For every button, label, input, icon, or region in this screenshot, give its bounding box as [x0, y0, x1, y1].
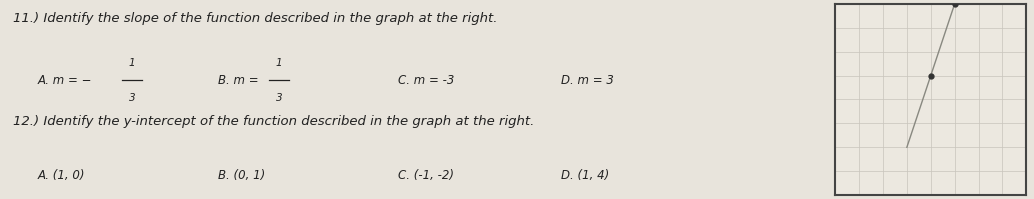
Text: 1: 1	[276, 58, 282, 68]
Text: 1: 1	[128, 58, 135, 68]
Text: B. m =: B. m =	[218, 74, 262, 87]
Text: C. (-1, -2): C. (-1, -2)	[397, 169, 454, 182]
Text: D. m = 3: D. m = 3	[561, 74, 614, 87]
Text: A. m = −: A. m = −	[38, 74, 92, 87]
Text: 3: 3	[276, 93, 282, 103]
Text: 12.) Identify the y-intercept of the function described in the graph at the righ: 12.) Identify the y-intercept of the fun…	[13, 115, 535, 128]
Text: C. m = -3: C. m = -3	[397, 74, 454, 87]
Text: 11.) Identify the slope of the function described in the graph at the right.: 11.) Identify the slope of the function …	[13, 12, 497, 25]
Text: B. (0, 1): B. (0, 1)	[218, 169, 265, 182]
Text: D. (1, 4): D. (1, 4)	[561, 169, 609, 182]
Text: A. (1, 0): A. (1, 0)	[38, 169, 86, 182]
Text: 3: 3	[128, 93, 135, 103]
